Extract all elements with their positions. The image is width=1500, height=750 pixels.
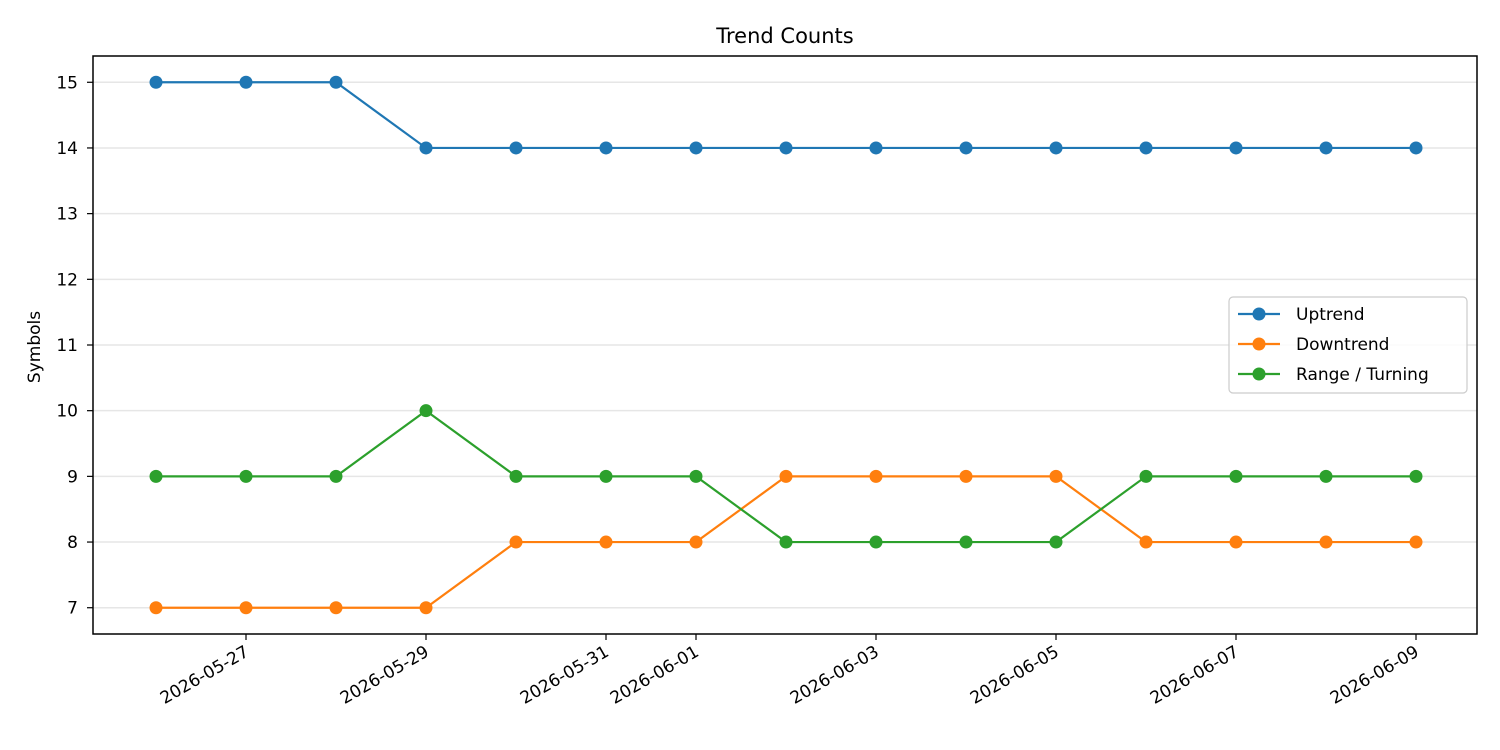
legend-marker — [1252, 307, 1266, 321]
data-point — [959, 141, 973, 155]
data-point — [1049, 141, 1063, 155]
series-range-turning — [149, 404, 1423, 549]
data-point — [869, 141, 883, 155]
x-tick-label: 2026-06-01 — [607, 642, 703, 709]
data-point — [509, 535, 523, 549]
legend-box — [1228, 296, 1468, 394]
data-point — [959, 469, 973, 483]
legend-item: Range / Turning — [1238, 365, 1429, 385]
x-tick-label: 2026-06-03 — [787, 642, 883, 709]
data-point — [1049, 535, 1063, 549]
data-point — [239, 75, 253, 89]
x-tick-label: 2026-06-07 — [1147, 642, 1243, 709]
legend-marker — [1252, 367, 1266, 381]
legend-item: Downtrend — [1238, 335, 1389, 355]
y-tick-label: 7 — [67, 599, 78, 619]
x-tick-label: 2026-05-29 — [337, 642, 433, 709]
y-tick-label: 11 — [56, 336, 78, 356]
data-point — [1139, 469, 1153, 483]
series-downtrend — [149, 469, 1423, 615]
x-tick-label: 2026-06-05 — [967, 642, 1063, 709]
data-point — [1229, 469, 1243, 483]
data-point — [1139, 535, 1153, 549]
data-point — [419, 141, 433, 155]
data-point — [599, 141, 613, 155]
y-tick-label: 14 — [56, 139, 78, 159]
data-point — [509, 469, 523, 483]
legend: Uptrend Downtrend Range / Turning — [1228, 296, 1468, 394]
legend-label: Uptrend — [1296, 305, 1365, 325]
data-point — [1409, 535, 1423, 549]
legend-marker — [1252, 337, 1266, 351]
data-point — [1319, 535, 1333, 549]
x-axis: 2026-05-27 2026-05-29 2026-05-312026-06-01… — [157, 634, 1423, 709]
data-point — [599, 469, 613, 483]
y-axis-label: Symbols — [25, 311, 45, 383]
legend-item: Uptrend — [1238, 305, 1365, 325]
data-point — [239, 601, 253, 615]
y-tick-label: 8 — [67, 533, 78, 553]
data-point — [419, 404, 433, 418]
data-point — [1409, 141, 1423, 155]
data-point — [419, 601, 433, 615]
data-point — [689, 141, 703, 155]
y-tick-label: 12 — [56, 270, 78, 290]
series-line — [156, 81, 1416, 150]
x-tick-label: 2026-05-31 — [517, 642, 613, 709]
data-point — [509, 141, 523, 155]
y-tick-label: 9 — [67, 467, 78, 487]
y-tick-label: 10 — [56, 402, 78, 422]
y-tick-label: 13 — [56, 205, 78, 225]
data-point — [779, 141, 793, 155]
x-tick-label: 2026-05-27 — [157, 642, 253, 709]
series-layer — [149, 75, 1423, 615]
series-uptrend — [149, 75, 1423, 155]
data-point — [1409, 469, 1423, 483]
data-point — [1229, 141, 1243, 155]
x-tick-label: 2026-06-09 — [1327, 642, 1423, 709]
data-point — [599, 535, 613, 549]
data-point — [959, 535, 973, 549]
y-axis: 7 8 9 10 11 12 13 14 15 — [56, 73, 93, 619]
data-point — [329, 75, 343, 89]
legend-label: Range / Turning — [1296, 365, 1429, 385]
data-point — [779, 469, 793, 483]
data-point — [869, 469, 883, 483]
data-point — [1319, 469, 1333, 483]
data-point — [239, 469, 253, 483]
data-point — [149, 75, 163, 89]
legend-label: Downtrend — [1296, 335, 1389, 355]
data-point — [1049, 469, 1063, 483]
data-point — [329, 601, 343, 615]
data-point — [149, 469, 163, 483]
data-point — [1139, 141, 1153, 155]
y-tick-label: 15 — [56, 73, 78, 93]
chart-title: Trend Counts — [715, 24, 853, 48]
data-point — [1229, 535, 1243, 549]
data-point — [689, 469, 703, 483]
data-point — [149, 601, 163, 615]
data-point — [779, 535, 793, 549]
data-point — [869, 535, 883, 549]
data-point — [1319, 141, 1333, 155]
data-point — [329, 469, 343, 483]
data-point — [689, 535, 703, 549]
